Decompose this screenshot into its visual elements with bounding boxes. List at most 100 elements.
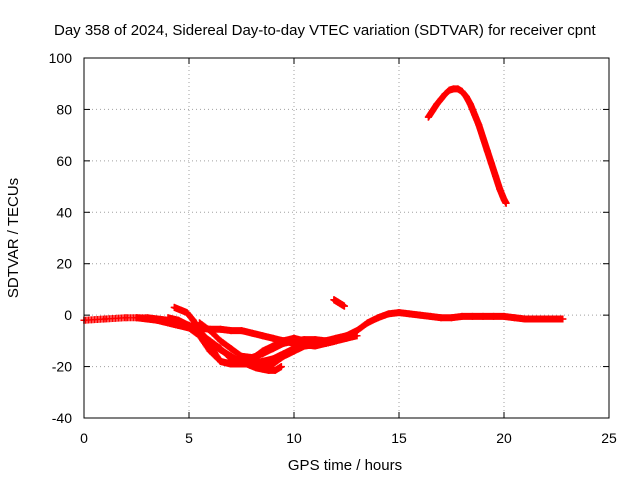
data-point xyxy=(277,363,285,371)
data-point xyxy=(189,316,197,324)
y-tick-label: 40 xyxy=(56,204,72,220)
x-tick-label: 0 xyxy=(80,430,88,446)
data-point xyxy=(217,345,224,353)
x-tick-label: 5 xyxy=(185,430,193,446)
plot-frame xyxy=(83,57,610,419)
data-point xyxy=(269,360,277,368)
data-point xyxy=(542,315,550,323)
data-point xyxy=(170,303,178,311)
data-point xyxy=(492,172,500,180)
y-tick-label: -20 xyxy=(52,359,72,375)
data-point xyxy=(424,113,432,121)
data-point xyxy=(471,111,479,119)
data-point xyxy=(311,336,319,344)
data-point xyxy=(427,312,434,320)
data-point xyxy=(502,199,510,207)
y-tick-label: 20 xyxy=(56,256,72,272)
data-point xyxy=(259,350,266,358)
data-point xyxy=(496,185,504,193)
data-point xyxy=(290,337,298,345)
data-point xyxy=(532,315,539,323)
data-point xyxy=(322,337,329,345)
x-tick-label: 25 xyxy=(601,430,617,446)
data-point xyxy=(217,337,224,345)
data-point xyxy=(290,347,298,355)
data-point xyxy=(416,311,424,319)
chart-title: Day 358 of 2024, Sidereal Day-to-day VTE… xyxy=(54,22,596,39)
data-point xyxy=(280,339,287,347)
data-point xyxy=(269,334,277,342)
data-point xyxy=(458,87,466,95)
data-point xyxy=(448,314,455,322)
data-point xyxy=(206,327,214,335)
data-point xyxy=(437,95,445,103)
data-point xyxy=(185,323,193,331)
data-point xyxy=(238,352,245,360)
data-point xyxy=(280,352,287,360)
y-tick-label: 0 xyxy=(64,307,72,323)
data-point xyxy=(259,332,266,340)
data-point xyxy=(227,327,235,335)
data-point xyxy=(437,314,445,322)
y-tick-label: 100 xyxy=(49,50,73,66)
data-point xyxy=(227,345,235,353)
data-point xyxy=(183,309,191,317)
data-point xyxy=(238,327,245,335)
data-point xyxy=(122,314,130,322)
data-point xyxy=(500,195,508,203)
data-point xyxy=(227,355,235,363)
data-point xyxy=(133,314,140,322)
data-point xyxy=(364,319,371,327)
series-arc-mid-3 xyxy=(196,319,329,362)
data-point xyxy=(311,342,319,350)
data-point xyxy=(553,315,560,323)
data-point xyxy=(469,312,476,320)
x-tick-label: 10 xyxy=(286,430,302,446)
data-point xyxy=(217,357,224,365)
data-point xyxy=(265,366,273,374)
data-point xyxy=(252,364,260,372)
data-point xyxy=(466,100,474,108)
y-tick-label: 80 xyxy=(56,101,72,117)
data-point xyxy=(511,314,518,322)
data-point xyxy=(259,365,266,373)
data-layer xyxy=(80,85,567,374)
y-axis: -40 -20 0 20 40 60 80 100 xyxy=(49,50,609,426)
data-point xyxy=(175,321,182,329)
data-point xyxy=(385,310,392,318)
data-point xyxy=(521,315,529,323)
data-point xyxy=(479,134,487,142)
data-point xyxy=(500,312,508,320)
data-point xyxy=(483,147,491,155)
data-point xyxy=(246,361,254,369)
data-point xyxy=(374,314,382,322)
data-point xyxy=(269,345,277,353)
data-point xyxy=(445,86,453,94)
data-point xyxy=(143,315,151,323)
y-tick-label: 60 xyxy=(56,153,72,169)
data-point xyxy=(475,121,483,129)
data-point xyxy=(458,312,466,320)
data-point xyxy=(559,315,567,323)
data-point xyxy=(353,332,361,340)
data-point xyxy=(429,107,437,115)
series-arc-rise xyxy=(424,85,510,207)
x-tick-label: 20 xyxy=(496,430,512,446)
data-point xyxy=(164,319,172,327)
x-axis: 0 5 10 15 20 25 xyxy=(80,58,617,446)
data-point xyxy=(196,319,203,327)
x-axis-label: GPS time / hours xyxy=(288,457,402,474)
data-point xyxy=(206,347,214,355)
y-tick-label: -40 xyxy=(52,410,72,426)
data-point xyxy=(487,159,495,167)
series-arc-short xyxy=(330,296,348,310)
x-tick-label: 15 xyxy=(391,430,407,446)
data-point xyxy=(248,329,256,337)
data-point xyxy=(271,366,279,374)
data-point xyxy=(462,93,470,101)
data-point xyxy=(395,309,403,317)
y-axis-label: SDTVAR / TECUs xyxy=(5,178,22,298)
data-point xyxy=(441,90,449,98)
data-point xyxy=(154,316,161,324)
